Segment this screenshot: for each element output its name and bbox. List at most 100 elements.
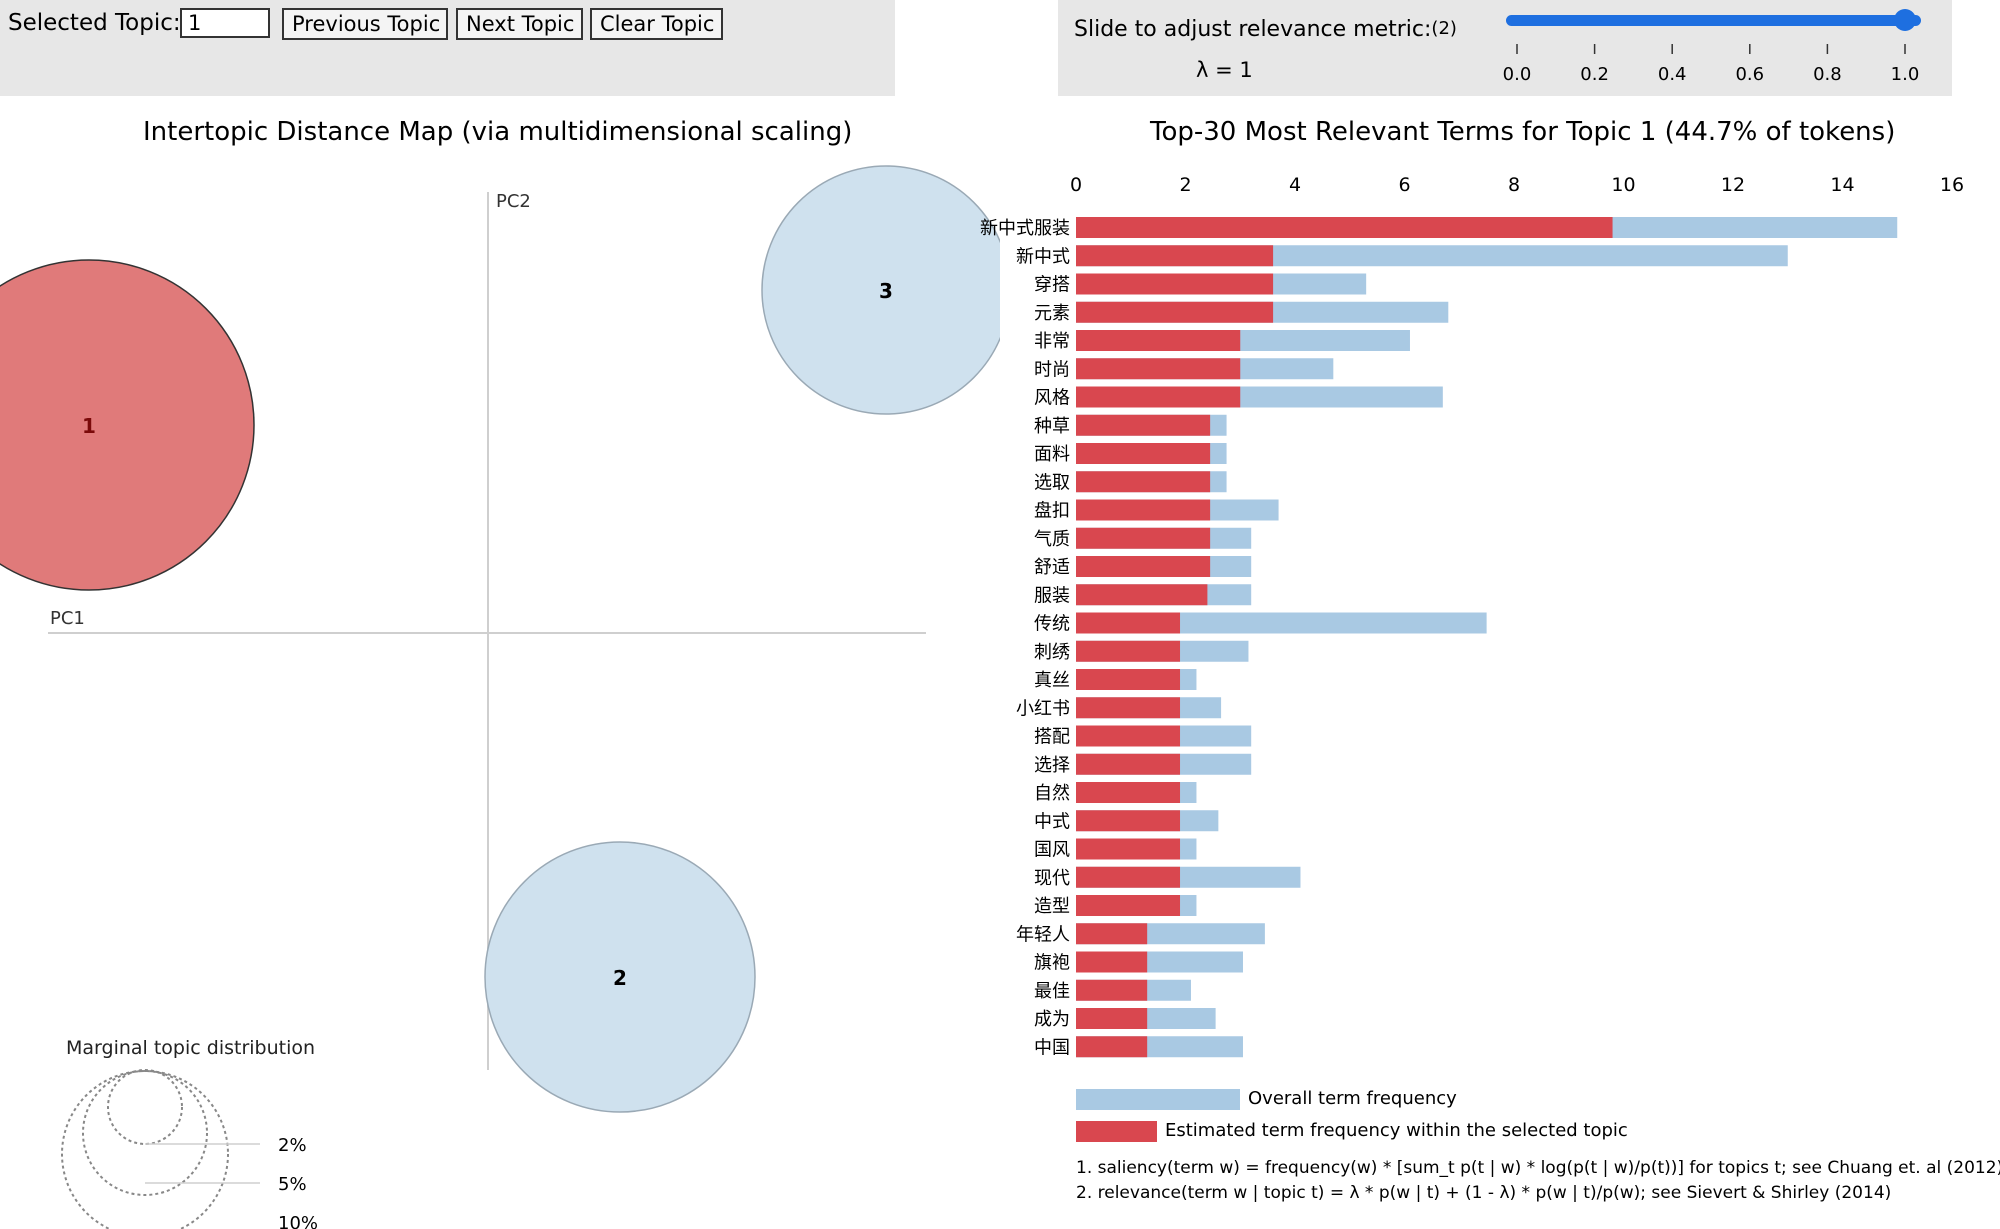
bar-topic-frequency[interactable] <box>1076 499 1211 521</box>
bar-topic-frequency[interactable] <box>1076 725 1181 747</box>
previous-topic-button[interactable]: Previous Topic <box>282 8 448 40</box>
pc2-label: PC2 <box>496 191 531 212</box>
term-label[interactable]: 面料 <box>1034 444 1070 465</box>
x-axis-tick-label: 4 <box>1289 174 1301 196</box>
term-label[interactable]: 种草 <box>1034 416 1070 437</box>
term-label[interactable]: 真丝 <box>1034 670 1070 691</box>
term-label[interactable]: 舒适 <box>1034 557 1070 578</box>
topic-circle-2[interactable] <box>484 841 756 1113</box>
bar-topic-frequency[interactable] <box>1076 951 1148 973</box>
slider-track[interactable] <box>1506 15 1921 26</box>
bar-topic-frequency[interactable] <box>1076 556 1211 577</box>
legend-swatch-overall <box>1076 1089 1240 1110</box>
slider-tick-label: 0.4 <box>1658 64 1687 85</box>
term-label[interactable]: 中式 <box>1034 811 1070 832</box>
bar-topic-frequency[interactable] <box>1076 301 1274 323</box>
clear-topic-button[interactable]: Clear Topic <box>590 8 723 40</box>
slider-tick-label: 0.0 <box>1503 64 1532 85</box>
bar-topic-frequency[interactable] <box>1076 443 1211 464</box>
term-label[interactable]: 传统 <box>1034 614 1070 635</box>
term-label[interactable]: 元素 <box>1034 303 1070 324</box>
bar-topic-frequency[interactable] <box>1076 358 1241 380</box>
footnote-ref-2[interactable]: (2) <box>1431 18 1457 39</box>
bar-topic-frequency[interactable] <box>1076 217 1613 238</box>
x-axis-tick-label: 16 <box>1940 174 1964 196</box>
term-label[interactable]: 小红书 <box>1016 698 1070 719</box>
term-label[interactable]: 气质 <box>1034 529 1070 550</box>
x-axis-tick-label: 6 <box>1398 174 1410 196</box>
term-label[interactable]: 盘扣 <box>1034 501 1070 522</box>
term-label[interactable]: 选取 <box>1034 472 1070 493</box>
slider-tick-label: 0.6 <box>1735 64 1764 85</box>
term-label[interactable]: 刺绣 <box>1034 642 1070 663</box>
bar-topic-frequency[interactable] <box>1076 810 1181 832</box>
term-label[interactable]: 最佳 <box>1034 981 1070 1002</box>
bar-topic-frequency[interactable] <box>1076 273 1274 295</box>
topic-controls-panel: Selected Topic: 1 Previous Topic Next To… <box>0 0 895 96</box>
marginal-circle-5pct <box>82 1070 208 1196</box>
slider-thumb[interactable] <box>1894 9 1916 31</box>
marginal-circle-2pct <box>107 1069 183 1145</box>
term-label[interactable]: 风格 <box>1034 388 1070 409</box>
bar-topic-frequency[interactable] <box>1076 612 1181 634</box>
term-label[interactable]: 选择 <box>1034 755 1070 776</box>
bar-topic-frequency[interactable] <box>1076 866 1181 888</box>
term-label[interactable]: 年轻人 <box>1016 924 1070 945</box>
term-label[interactable]: 时尚 <box>1034 359 1070 380</box>
bar-topic-frequency[interactable] <box>1076 527 1211 549</box>
term-label[interactable]: 穿搭 <box>1034 275 1070 296</box>
term-label[interactable]: 搭配 <box>1034 727 1070 748</box>
bar-topic-frequency[interactable] <box>1076 979 1148 1001</box>
bar-topic-frequency[interactable] <box>1076 245 1274 267</box>
legend-label-selected: Estimated term frequency within the sele… <box>1165 1120 1628 1141</box>
bar-topic-frequency[interactable] <box>1076 414 1211 436</box>
relevance-slider-label: Slide to adjust relevance metric:(2) <box>1074 17 1457 42</box>
bar-topic-frequency[interactable] <box>1076 782 1181 803</box>
term-label[interactable]: 国风 <box>1034 840 1070 861</box>
term-label[interactable]: 旗袍 <box>1034 953 1070 974</box>
x-axis-tick-label: 2 <box>1179 174 1191 196</box>
intertopic-map: PC1 PC2 3 1 2 Marginal topic distributio… <box>0 165 1000 1229</box>
topic-label-2: 2 <box>613 966 627 990</box>
topic-label-1: 1 <box>82 414 96 438</box>
term-label[interactable]: 现代 <box>1034 868 1070 889</box>
term-label[interactable]: 成为 <box>1034 1009 1070 1030</box>
topic-label-3: 3 <box>879 279 893 303</box>
term-label[interactable]: 中国 <box>1034 1037 1070 1058</box>
term-label[interactable]: 新中式服装 <box>980 218 1070 239</box>
marginal-legend <box>61 1069 229 1229</box>
bar-topic-frequency[interactable] <box>1076 838 1181 860</box>
term-label[interactable]: 新中式 <box>1016 246 1070 267</box>
bar-topic-frequency[interactable] <box>1076 669 1181 690</box>
marginal-circle-10pct <box>61 1070 229 1229</box>
term-label[interactable]: 非常 <box>1034 331 1070 352</box>
bar-topic-frequency[interactable] <box>1076 753 1181 775</box>
next-topic-button[interactable]: Next Topic <box>456 8 583 40</box>
slider-tick-label: 0.8 <box>1813 64 1842 85</box>
bar-topic-frequency[interactable] <box>1076 640 1181 662</box>
relevance-slider[interactable]: 0.0 0.2 0.4 0.6 0.8 1.0 <box>1490 0 1930 96</box>
bar-topic-frequency[interactable] <box>1076 895 1181 916</box>
slider-tick-label: 0.2 <box>1580 64 1609 85</box>
term-label[interactable]: 造型 <box>1034 896 1070 917</box>
topic-circle-3[interactable] <box>761 165 1000 415</box>
x-axis-tick-label: 14 <box>1830 174 1854 196</box>
bar-topic-frequency[interactable] <box>1076 386 1241 408</box>
selected-topic-input[interactable]: 1 <box>180 8 270 38</box>
intertopic-map-title: Intertopic Distance Map (via multidimens… <box>143 117 853 147</box>
bar-topic-frequency[interactable] <box>1076 1008 1148 1029</box>
marginal-label-2pct: 2% <box>278 1135 307 1156</box>
term-label[interactable]: 服装 <box>1034 585 1070 606</box>
footnote-saliency: 1. saliency(term w) = frequency(w) * [su… <box>1076 1158 2000 1178</box>
bar-topic-frequency[interactable] <box>1076 923 1148 945</box>
bar-topic-frequency[interactable] <box>1076 471 1211 493</box>
bar-topic-frequency[interactable] <box>1076 584 1208 606</box>
legend-swatch-selected <box>1076 1121 1157 1142</box>
x-axis-tick-label: 8 <box>1508 174 1520 196</box>
bar-topic-frequency[interactable] <box>1076 697 1181 719</box>
term-label[interactable]: 自然 <box>1034 783 1070 804</box>
topic-circle-1[interactable] <box>0 259 255 591</box>
bar-topic-frequency[interactable] <box>1076 330 1241 351</box>
slider-tick-label: 1.0 <box>1891 64 1920 85</box>
bar-topic-frequency[interactable] <box>1076 1036 1148 1058</box>
